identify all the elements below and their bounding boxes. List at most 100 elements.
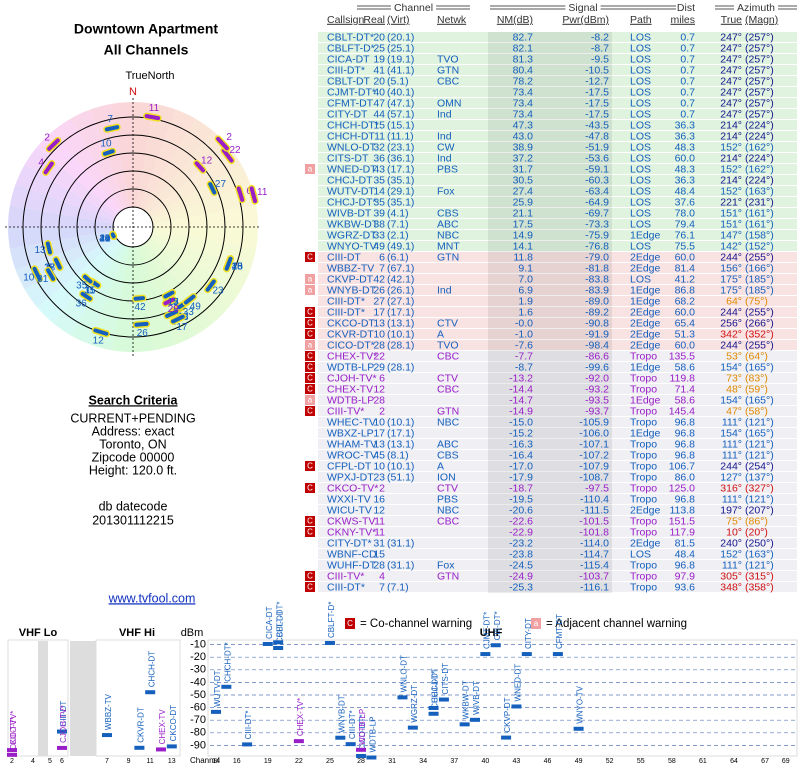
table-cell: (257°) xyxy=(745,86,774,98)
table-cell: 247° xyxy=(720,42,742,54)
x-tick-label: 40 xyxy=(481,758,489,765)
y-tick-label: -60 xyxy=(190,702,206,714)
table-cell: 7 xyxy=(379,581,385,593)
table-cell: -43.5 xyxy=(585,119,609,131)
band-label: VHF Lo xyxy=(19,627,58,639)
signal-bar xyxy=(501,735,512,740)
polar-mark xyxy=(249,186,258,204)
table-cell: Tropo xyxy=(630,493,657,505)
table-cell: -73.3 xyxy=(585,218,609,230)
table-cell: 47 xyxy=(373,97,385,109)
signal-label: CBLFT-D* xyxy=(327,602,336,638)
table-cell: -105.9 xyxy=(579,416,609,428)
warning-letter: a xyxy=(308,341,313,350)
polar-label: 31 xyxy=(37,274,49,285)
table-cell: CFMT-DT xyxy=(327,97,374,109)
table-cell: CHCJ-DT* xyxy=(327,196,377,208)
polar-sector xyxy=(8,205,133,227)
table-row xyxy=(318,461,797,471)
table-cell: LOS xyxy=(630,152,651,164)
polar-label: 16 xyxy=(232,262,244,273)
table-cell: 113.8 xyxy=(670,504,696,516)
table-cell: 2Edge xyxy=(630,262,661,274)
table-row xyxy=(318,494,797,504)
table-cell: WNLO-DT xyxy=(327,141,377,153)
table-cell: Tropo xyxy=(630,372,657,384)
signal-bar xyxy=(242,742,253,747)
x-tick-label: 49 xyxy=(575,758,583,765)
polar-label: 10 xyxy=(23,272,35,283)
table-cell: 81.3 xyxy=(513,53,534,65)
table-row xyxy=(318,307,797,317)
group-header: Azimuth xyxy=(737,2,775,14)
table-cell: CBC xyxy=(437,75,460,87)
table-cell: CIII-TV* xyxy=(327,570,364,582)
table-cell: 2Edge xyxy=(630,328,661,340)
table-cell: 305° xyxy=(720,570,742,582)
warning-badge xyxy=(305,252,315,262)
table-cell: 60.0 xyxy=(675,306,696,318)
signal-label: CIII-DT* xyxy=(493,611,502,640)
table-row xyxy=(318,285,797,295)
table-cell: WUTV-DT xyxy=(327,185,375,197)
table-cell: (28.1) xyxy=(387,339,414,351)
table-cell: 17 xyxy=(373,427,385,439)
polar-north: N xyxy=(129,86,137,98)
table-cell: MNT xyxy=(437,240,460,252)
table-cell: CIII-TV* xyxy=(327,405,364,417)
table-cell: -101.5 xyxy=(579,515,609,527)
table-cell: 31.7 xyxy=(513,163,534,175)
polar-mark xyxy=(163,297,176,306)
table-cell: 1Edge xyxy=(630,427,661,439)
table-cell: -7.7 xyxy=(515,350,533,362)
polar-label: 25 xyxy=(99,234,111,245)
table-cell: LOS xyxy=(630,31,651,43)
polar-label: 2 xyxy=(226,132,232,143)
signal-bar xyxy=(211,709,221,714)
table-cell: (162°) xyxy=(745,141,774,153)
warning-letter: C xyxy=(307,308,313,317)
table-cell: CW xyxy=(437,141,455,153)
table-cell: 21.1 xyxy=(513,207,534,219)
table-row xyxy=(318,571,797,581)
table-cell: (10.1) xyxy=(387,416,414,428)
table-cell: 9.1 xyxy=(518,262,533,274)
table-cell: LOS xyxy=(630,42,651,54)
polar-mark xyxy=(134,321,149,327)
column-header: Path xyxy=(630,14,652,26)
table-cell: 43.0 xyxy=(513,130,534,142)
table-cell: -14.4 xyxy=(509,383,533,395)
table-cell: WDTB-LP xyxy=(327,394,374,406)
x-tick-label: 43 xyxy=(513,758,521,765)
warning-letter: C xyxy=(307,385,313,394)
table-row xyxy=(318,549,797,559)
table-row xyxy=(318,142,797,152)
table-cell: 86.0 xyxy=(675,471,696,483)
table-cell: 96.8 xyxy=(675,493,696,505)
table-cell: PBS xyxy=(437,163,458,175)
table-cell: 0.7 xyxy=(680,97,695,109)
table-cell: -17.5 xyxy=(585,97,609,109)
table-cell: 111° xyxy=(722,559,742,571)
table-cell: 15 xyxy=(373,119,385,131)
warning-letter: a xyxy=(308,275,313,284)
signal-label: CHCJ-DT* xyxy=(431,671,440,709)
table-cell: 47.3 xyxy=(513,119,534,131)
warning-badge xyxy=(305,582,315,592)
table-cell: 7 xyxy=(379,262,385,274)
polar-sector xyxy=(133,109,196,227)
table-cell: -8.7 xyxy=(591,42,609,54)
table-cell: WNYO-TV xyxy=(327,240,377,252)
table-cell: ION xyxy=(437,471,456,483)
table-cell: WICU-TV xyxy=(327,504,372,516)
table-cell: 32 xyxy=(373,141,385,153)
table-cell: 11 xyxy=(374,515,385,527)
table-cell: -22.6 xyxy=(509,515,533,527)
polar-mark xyxy=(205,279,216,292)
table-cell: (224°) xyxy=(745,152,774,164)
criteria-heading: Search Criteria xyxy=(89,393,179,407)
site-link[interactable]: www.tvfool.com xyxy=(108,591,196,605)
table-cell: Tropo xyxy=(630,350,657,362)
table-cell: 247° xyxy=(720,108,742,120)
table-cell: WIVB-DT xyxy=(327,207,372,219)
